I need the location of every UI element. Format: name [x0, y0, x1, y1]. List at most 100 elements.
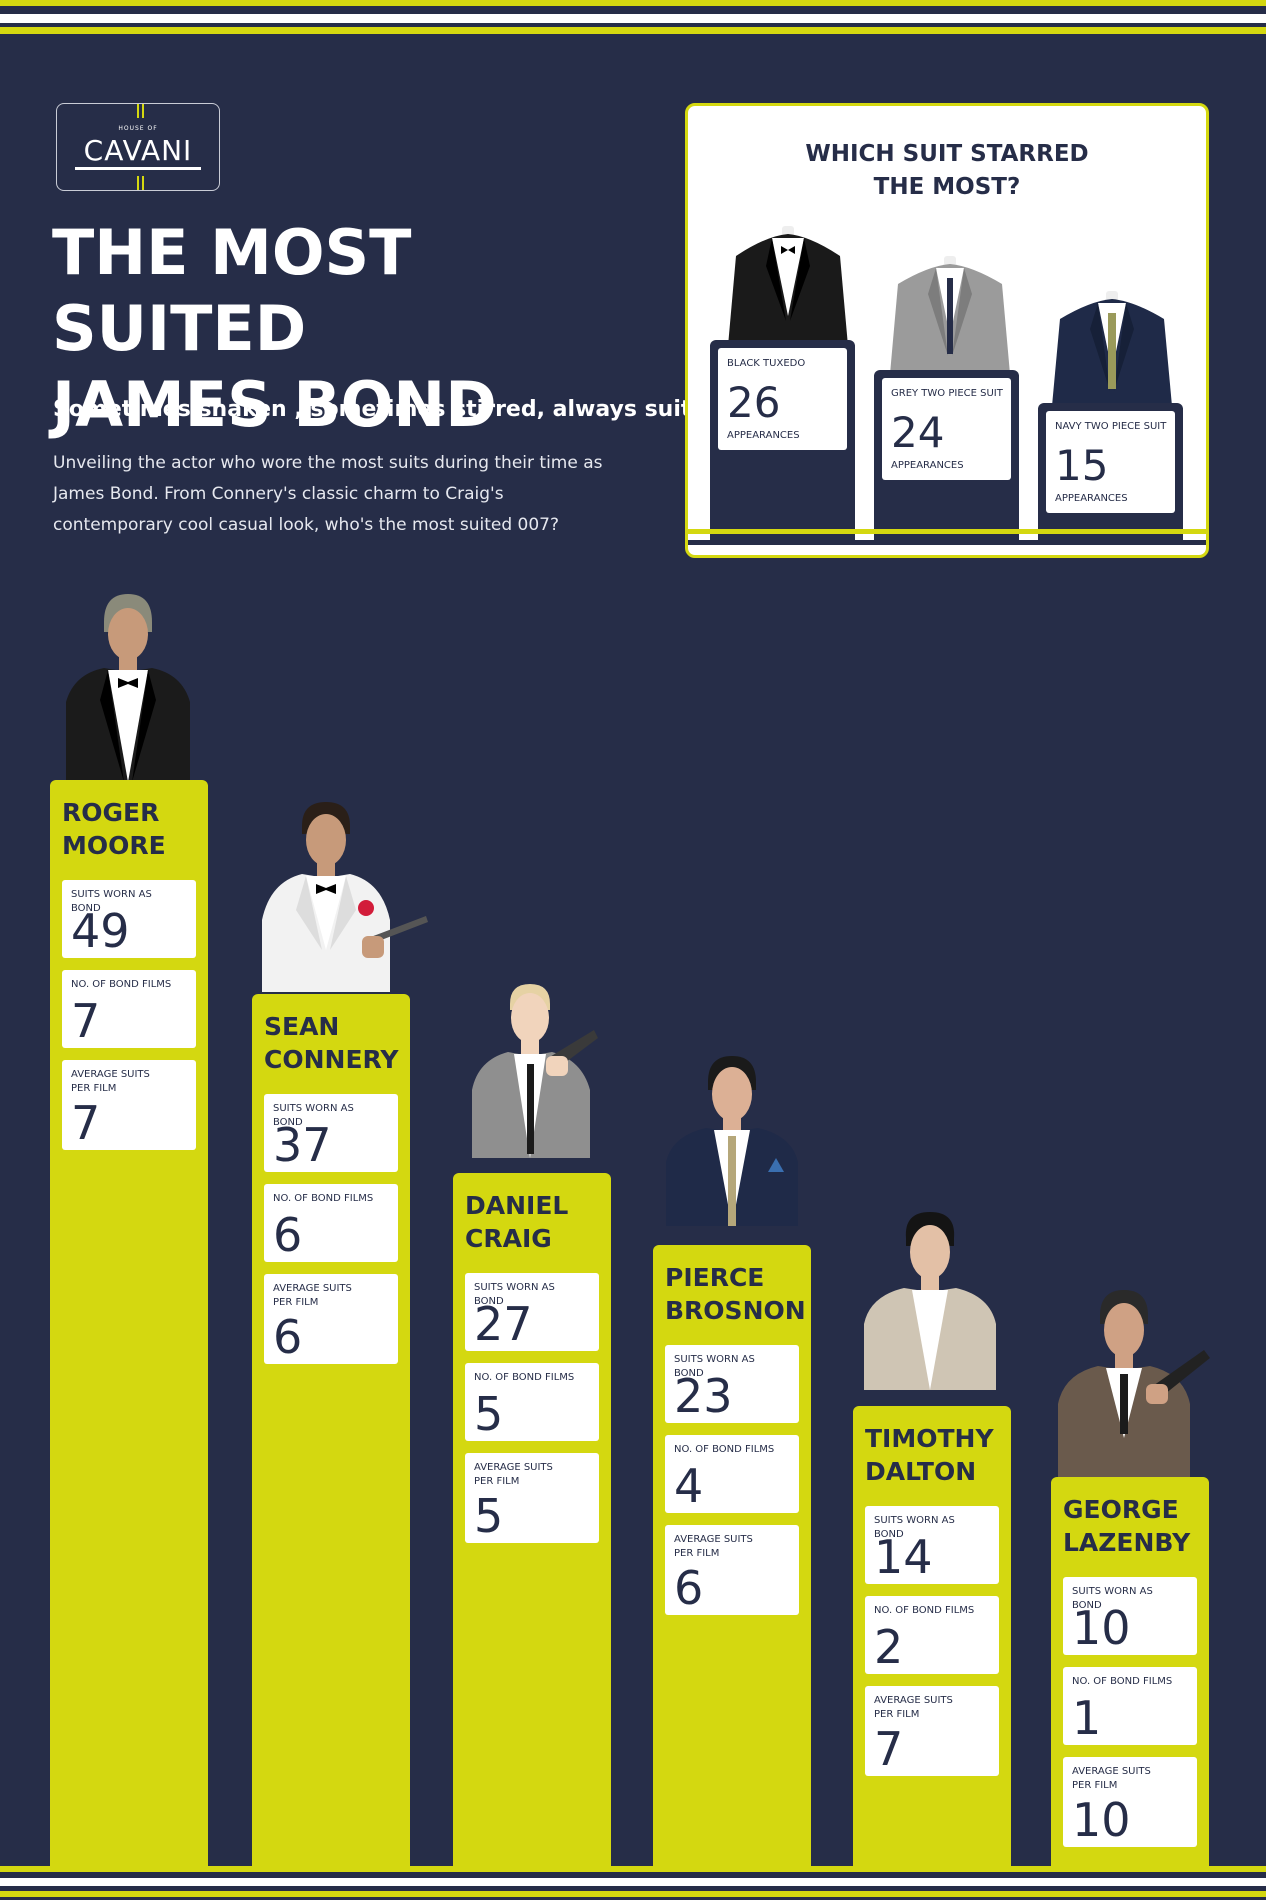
avg-suits-label-line-1: AVERAGE SUITS: [674, 1534, 753, 1545]
suits-worn-card: SUITS WORN AS BOND 23: [665, 1345, 799, 1423]
suits-worn-card: SUITS WORN AS BOND 49: [62, 880, 196, 958]
actor-bar: SEAN CONNERY SUITS WORN AS BOND 37 NO. OF BO…: [252, 994, 410, 1866]
avg-suits-label-line-2: PER FILM: [474, 1476, 520, 1487]
bottom-stripe-lime-2: [0, 1891, 1266, 1897]
pierce-brosnan-navy-suit-icon: [666, 1056, 798, 1226]
timothy-dalton-beige-jacket-icon: [864, 1212, 996, 1390]
bond-films-card: NO. OF BOND FILMS 7: [62, 970, 196, 1048]
suit-card-navy: NAVY TWO PIECE SUIT 15 APPEARANCES: [1046, 411, 1175, 513]
avg-suits-value: 7: [874, 1722, 904, 1776]
black-tuxedo-icon: [728, 226, 848, 346]
bond-films-card: NO. OF BOND FILMS 5: [465, 1363, 599, 1441]
george-lazenby-tweed-suit-icon: [1058, 1290, 1210, 1478]
avg-suits-value: 5: [474, 1489, 504, 1543]
bond-films-label: NO. OF BOND FILMS: [474, 1372, 575, 1383]
suits-worn-value: 49: [71, 904, 130, 958]
avg-suits-card: AVERAGE SUITS PER FILM 7: [865, 1686, 999, 1776]
avg-suits-label: AVERAGE SUITS PER FILM: [474, 1461, 584, 1489]
avg-suits-value: 7: [71, 1096, 101, 1150]
actor-name: SEAN CONNERY: [264, 1010, 399, 1076]
avg-suits-card: AVERAGE SUITS PER FILM 6: [665, 1525, 799, 1615]
actor-first-name: SEAN: [264, 1012, 340, 1041]
avg-suits-label-line-1: AVERAGE SUITS: [1072, 1766, 1151, 1777]
bond-films-value: 5: [474, 1387, 504, 1441]
avg-suits-value: 6: [674, 1561, 704, 1615]
suit-label: NAVY TWO PIECE SUIT: [1055, 421, 1167, 432]
bond-films-label: NO. OF BOND FILMS: [1072, 1676, 1173, 1687]
avg-suits-label: AVERAGE SUITS PER FILM: [874, 1694, 984, 1722]
logo-small-text: HOUSE OF: [118, 125, 158, 132]
avg-suits-label-line-1: AVERAGE SUITS: [874, 1695, 953, 1706]
actor-bar: TIMOTHY DALTON SUITS WORN AS BOND 14 NO. OF …: [853, 1406, 1011, 1866]
suits-worn-value: 37: [273, 1118, 332, 1172]
suit-pedestal-black-tuxedo: BLACK TUXEDO 26 APPEARANCES: [710, 340, 855, 540]
suit-unit: APPEARANCES: [727, 430, 800, 441]
actor-name: GEORGE LAZENBY: [1063, 1493, 1190, 1559]
actor-first-name: TIMOTHY: [865, 1424, 994, 1453]
avg-suits-label: AVERAGE SUITS PER FILM: [71, 1068, 181, 1096]
actor-bar: ROGER MOORE SUITS WORN AS BOND 49 NO. OF BON…: [50, 780, 208, 1866]
avg-suits-card: AVERAGE SUITS PER FILM 6: [264, 1274, 398, 1364]
suit-pedestal-grey: GREY TWO PIECE SUIT 24 APPEARANCES: [874, 370, 1019, 540]
suit-unit: APPEARANCES: [1055, 493, 1128, 504]
suit-panel-title-line-2: THE MOST?: [873, 174, 1021, 200]
house-of-cavani-logo: HOUSE OF CAVANI: [56, 103, 220, 191]
avg-suits-label-line-2: PER FILM: [71, 1083, 117, 1094]
bond-films-label: NO. OF BOND FILMS: [273, 1193, 374, 1204]
roger-moore-tuxedo-icon: [66, 594, 190, 782]
avg-suits-card: AVERAGE SUITS PER FILM 10: [1063, 1757, 1197, 1847]
suit-card-grey: GREY TWO PIECE SUIT 24 APPEARANCES: [882, 378, 1011, 480]
actor-bar: GEORGE LAZENBY SUITS WORN AS BOND 10 NO. OF …: [1051, 1477, 1209, 1866]
navy-suit-icon: [1052, 291, 1172, 406]
suit-panel-title-line-1: WHICH SUIT STARRED: [805, 141, 1089, 167]
suits-worn-label: SUITS WORN AS BOND: [273, 1103, 354, 1128]
bond-films-label: NO. OF BOND FILMS: [71, 979, 172, 990]
suits-worn-card: SUITS WORN AS BOND 14: [865, 1506, 999, 1584]
avg-suits-label-line-2: PER FILM: [1072, 1780, 1118, 1791]
daniel-craig-grey-suit-icon: [472, 984, 598, 1158]
top-stripe-lime: [0, 0, 1266, 6]
bond-films-value: 1: [1072, 1691, 1102, 1745]
sean-connery-white-dinner-jacket-icon: [262, 802, 428, 992]
actor-name: DANIEL CRAIG: [465, 1189, 568, 1255]
suit-unit: APPEARANCES: [891, 460, 964, 471]
actor-name: ROGER MOORE: [62, 796, 166, 862]
suits-worn-label: SUITS WORN AS BOND: [71, 889, 152, 914]
avg-suits-label-line-2: PER FILM: [874, 1709, 920, 1720]
actor-last-name: LAZENBY: [1063, 1528, 1191, 1557]
actor-bar: PIERCE BROSNON SUITS WORN AS BOND 23 NO. OF …: [653, 1245, 811, 1866]
avg-suits-value: 6: [273, 1310, 303, 1364]
avg-suits-label: AVERAGE SUITS PER FILM: [674, 1533, 784, 1561]
actor-last-name: MOORE: [62, 831, 166, 860]
actor-last-name: CONNERY: [264, 1045, 399, 1074]
top-stripe-white: [0, 14, 1266, 23]
logo-underline: [75, 167, 201, 170]
panel-stripe-lime: [688, 529, 1206, 534]
suits-worn-value: 23: [674, 1369, 733, 1423]
intro-paragraph: Unveiling the actor who wore the most su…: [53, 453, 603, 535]
title-line-2: JAMES BOND: [52, 368, 497, 441]
bond-films-card: NO. OF BOND FILMS 1: [1063, 1667, 1197, 1745]
logo-bottom-mark-2: [142, 176, 144, 190]
suit-label: GREY TWO PIECE SUIT: [891, 388, 1003, 399]
avg-suits-value: 10: [1072, 1793, 1131, 1847]
grey-suit-icon: [890, 256, 1010, 374]
panel-stripe-navy: [688, 540, 1206, 545]
bond-films-label: NO. OF BOND FILMS: [674, 1444, 775, 1455]
suit-label: BLACK TUXEDO: [727, 358, 806, 369]
actor-first-name: PIERCE: [665, 1263, 765, 1292]
title-line-1: THE MOST SUITED: [52, 216, 412, 365]
actor-bar: DANIEL CRAIG SUITS WORN AS BOND 27 NO. OF BO…: [453, 1173, 611, 1866]
suit-value: 26: [727, 378, 781, 427]
avg-suits-label-line-1: AVERAGE SUITS: [474, 1462, 553, 1473]
suits-worn-label: SUITS WORN AS BOND: [674, 1354, 755, 1379]
actor-last-name: CRAIG: [465, 1224, 552, 1253]
actor-name: TIMOTHY DALTON: [865, 1422, 994, 1488]
suits-worn-value: 27: [474, 1297, 533, 1351]
suits-worn-label: SUITS WORN AS BOND: [1072, 1586, 1153, 1611]
suits-worn-label: SUITS WORN AS BOND: [474, 1282, 555, 1307]
actor-name: PIERCE BROSNON: [665, 1261, 806, 1327]
suits-worn-label: SUITS WORN AS BOND: [874, 1515, 955, 1540]
actor-last-name: DALTON: [865, 1457, 977, 1486]
avg-suits-label-line-2: PER FILM: [273, 1297, 319, 1308]
